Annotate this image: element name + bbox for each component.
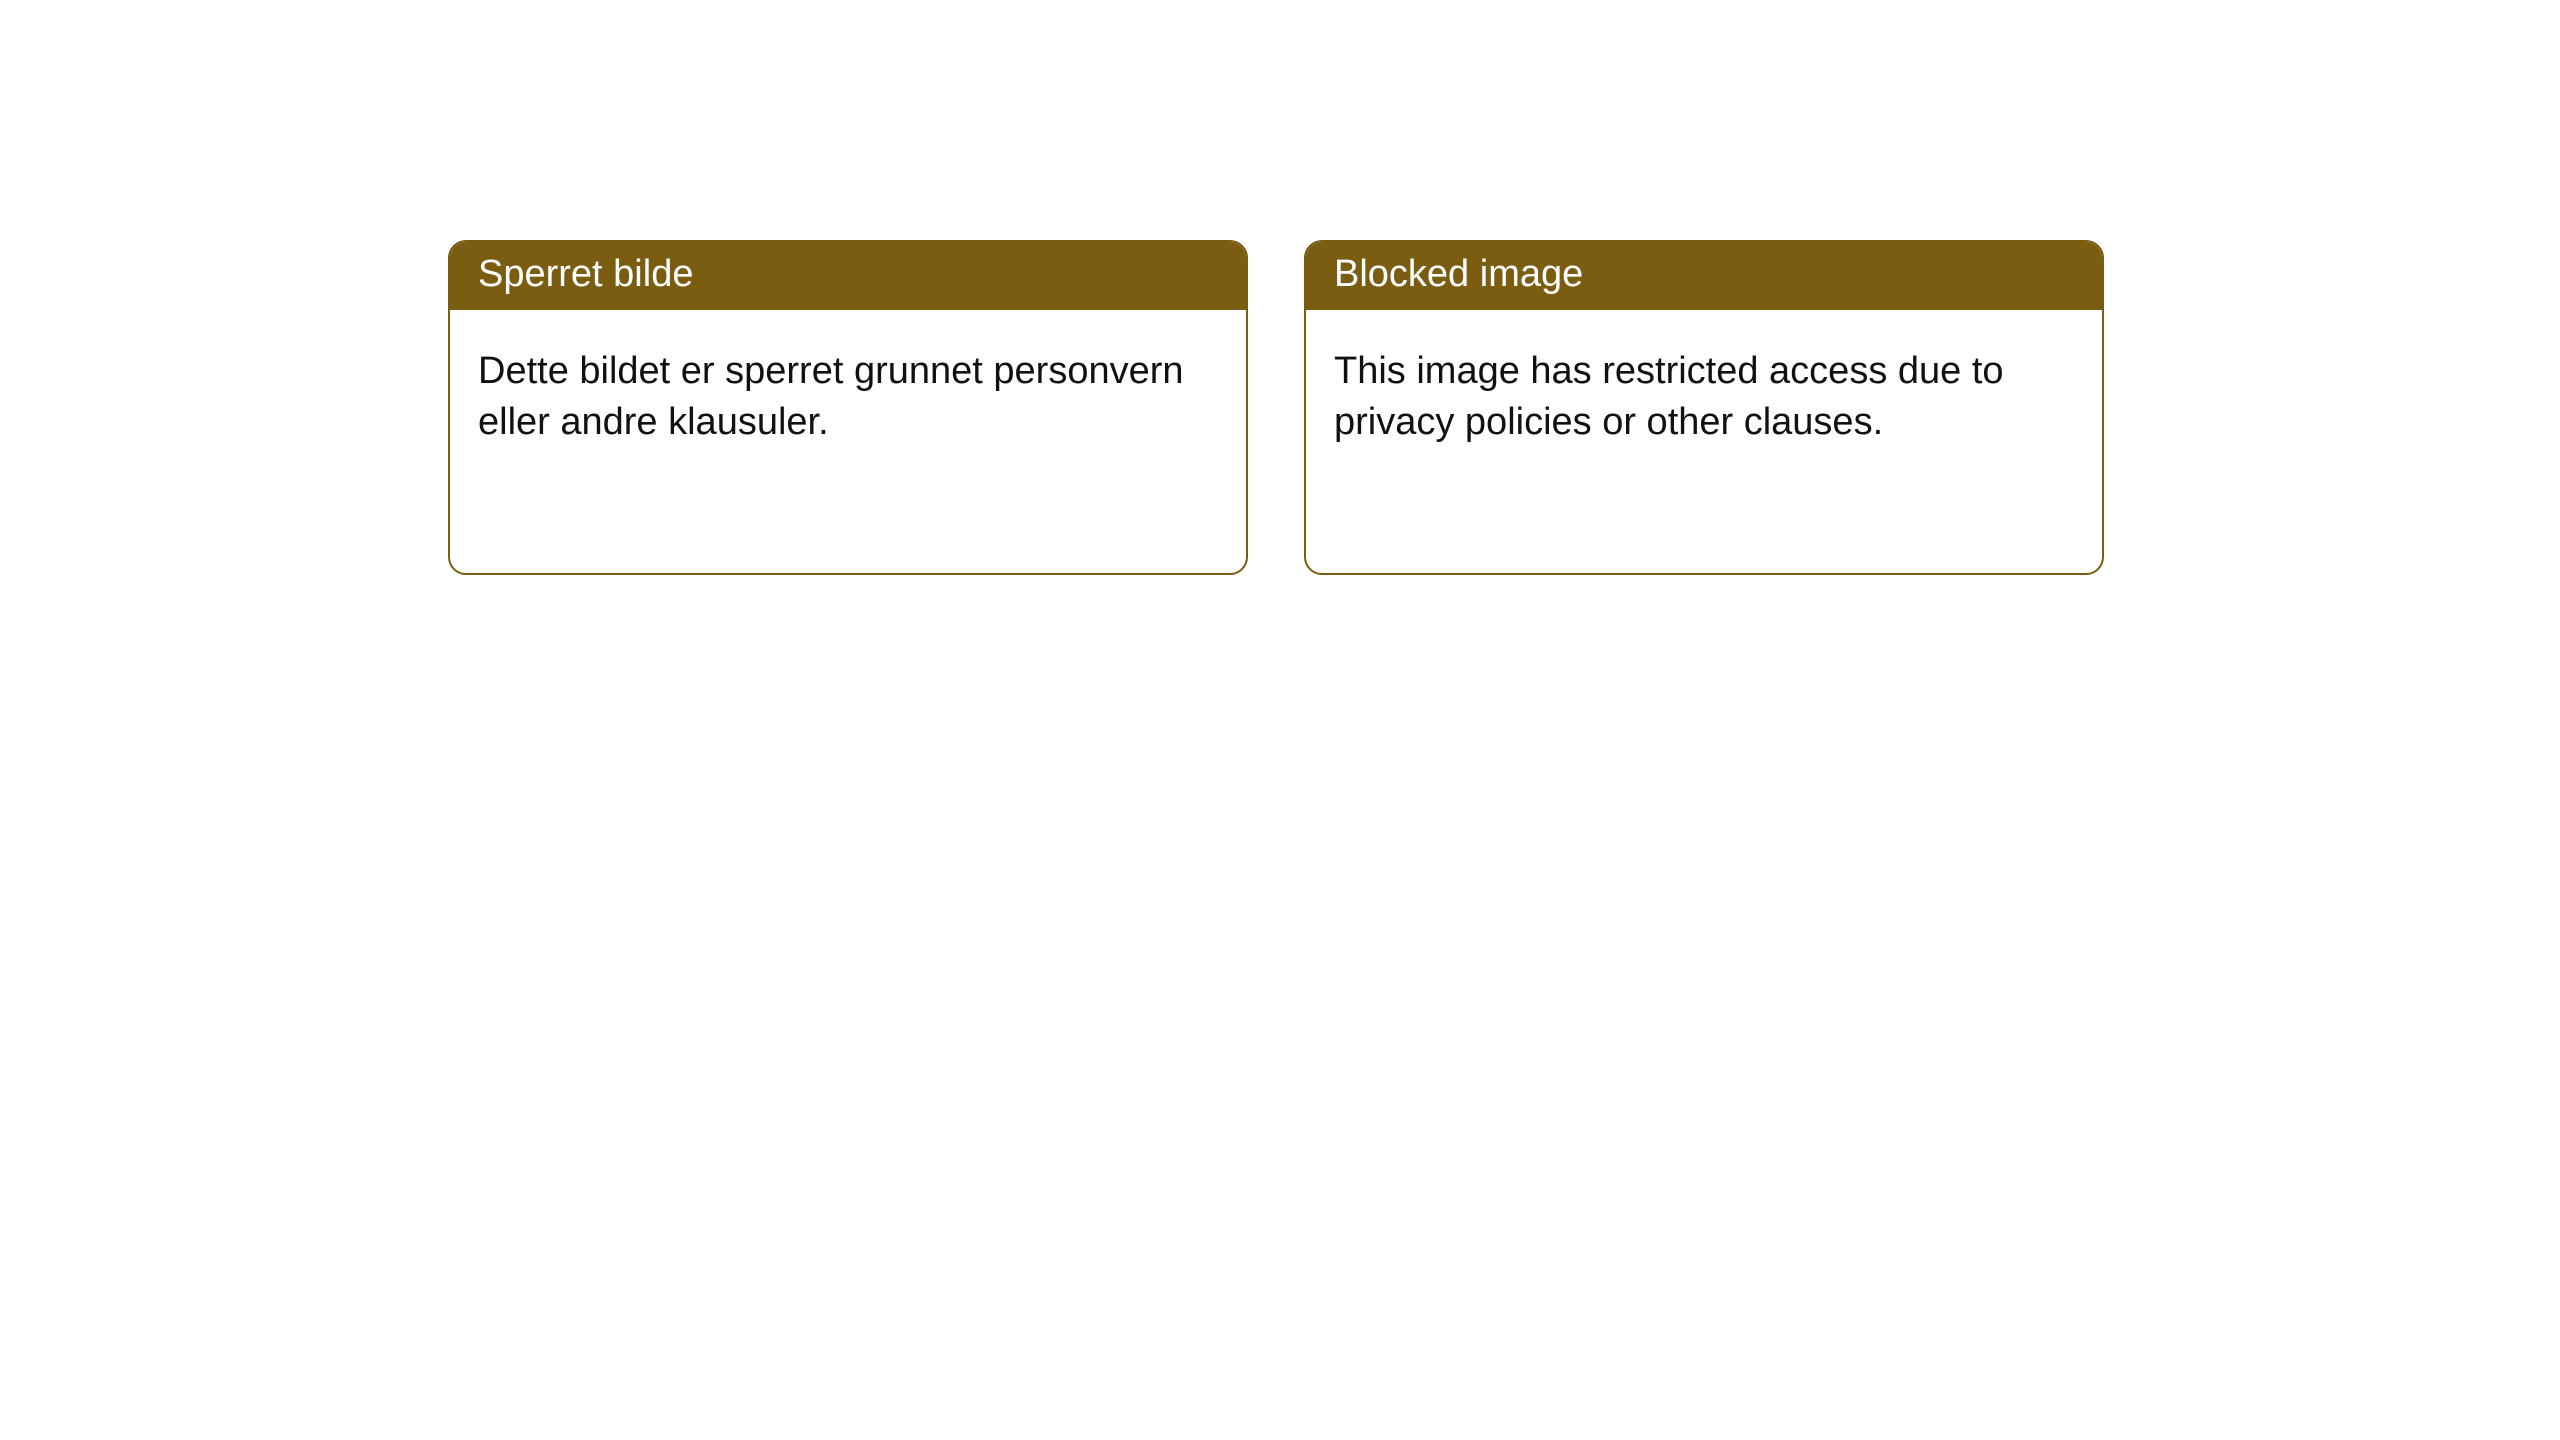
notice-card-title: Blocked image	[1306, 242, 2102, 310]
notice-card-no: Sperret bilde Dette bildet er sperret gr…	[448, 240, 1248, 575]
notice-card-en: Blocked image This image has restricted …	[1304, 240, 2104, 575]
notice-cards-container: Sperret bilde Dette bildet er sperret gr…	[0, 0, 2560, 575]
notice-card-body: Dette bildet er sperret grunnet personve…	[450, 310, 1246, 477]
notice-card-body: This image has restricted access due to …	[1306, 310, 2102, 477]
notice-card-title: Sperret bilde	[450, 242, 1246, 310]
